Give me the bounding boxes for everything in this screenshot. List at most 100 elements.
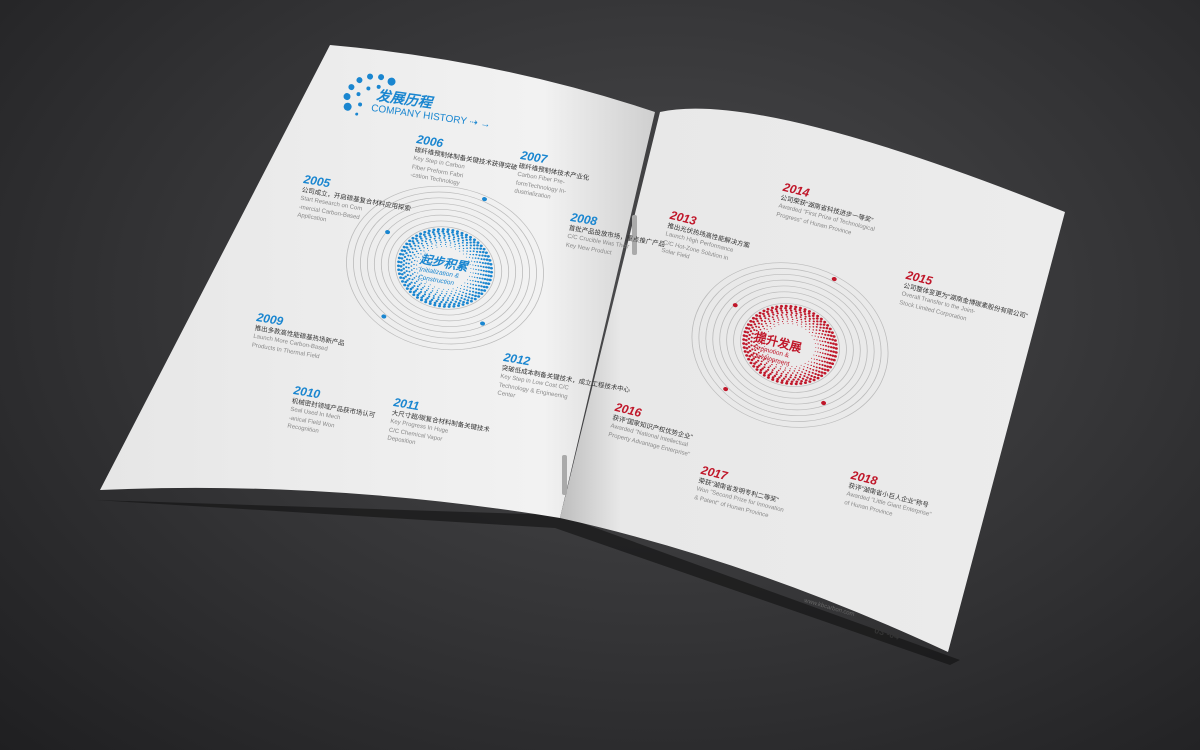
halftone-dot: [772, 313, 775, 316]
halftone-dot: [425, 289, 428, 292]
halftone-dot: [419, 290, 423, 293]
halftone-dot: [753, 323, 757, 326]
halftone-dot: [454, 243, 456, 245]
halftone-dot: [742, 334, 746, 337]
halftone-dot: [747, 337, 751, 340]
halftone-dot: [461, 294, 464, 297]
halftone-dot: [475, 253, 478, 256]
halftone-dot: [416, 272, 419, 274]
halftone-dot: [782, 364, 784, 366]
halftone-dot: [789, 376, 792, 379]
halftone-dot: [795, 317, 798, 319]
halftone-dot: [787, 372, 789, 374]
halftone-dot: [821, 340, 824, 343]
halftone-dot: [831, 362, 835, 365]
halftone-dot: [828, 365, 832, 369]
halftone-dot: [413, 253, 416, 256]
halftone-dot: [811, 314, 815, 317]
halftone-dot: [776, 312, 779, 315]
halftone-dot: [410, 281, 413, 284]
halftone-dot: [426, 297, 429, 300]
halftone-dot: [466, 253, 468, 255]
halftone-dot: [474, 284, 477, 287]
halftone-dot: [430, 245, 433, 247]
halftone-dot: [814, 335, 816, 337]
left-ring-graphic: [346, 185, 544, 351]
halftone-dot: [801, 321, 803, 323]
halftone-dot: [459, 288, 462, 290]
halftone-dot: [782, 371, 785, 373]
halftone-dot: [769, 372, 772, 375]
halftone-dot: [469, 241, 472, 244]
halftone-dot: [824, 352, 827, 355]
halftone-dot: [824, 348, 828, 351]
halftone-dot: [408, 277, 411, 280]
halftone-dot: [785, 311, 789, 314]
halftone-dot: [438, 288, 440, 289]
halftone-dot: [794, 376, 797, 379]
halftone-dot: [799, 382, 803, 385]
halftone-dot: [471, 294, 474, 297]
halftone-dot: [746, 323, 750, 326]
halftone-dot: [450, 292, 452, 295]
halftone-dot: [418, 235, 422, 238]
halftone-dot: [463, 298, 466, 301]
halftone-dot: [770, 309, 774, 312]
halftone-dot: [483, 258, 486, 261]
halftone-dot: [821, 333, 824, 335]
halftone-dot: [443, 303, 447, 306]
halftone-dot: [762, 325, 764, 328]
halftone-dot: [795, 312, 798, 315]
halftone-dot: [412, 293, 416, 297]
halftone-dot: [761, 367, 764, 370]
halftone-dot: [785, 373, 788, 376]
halftone-dot: [816, 323, 819, 326]
halftone-dot: [455, 248, 457, 250]
halftone-dot: [773, 323, 775, 325]
halftone-dot: [760, 319, 763, 322]
halftone-dot: [443, 234, 446, 237]
halftone-dot: [788, 370, 791, 372]
halftone-dot: [757, 359, 760, 362]
halftone-dot: [771, 369, 774, 371]
halftone-dot: [817, 373, 820, 377]
halftone-dot: [773, 320, 776, 323]
halftone-dot: [763, 342, 765, 344]
ring-marker-dot: [723, 387, 729, 392]
halftone-dot: [777, 322, 779, 324]
halftone-dot: [775, 310, 779, 313]
halftone-dot: [798, 369, 800, 372]
halftone-dot: [405, 287, 409, 290]
halftone-dot: [805, 369, 808, 372]
halftone-dot: [764, 317, 767, 320]
halftone-dot: [469, 244, 472, 247]
halftone-dot: [750, 353, 753, 356]
halftone-dot: [467, 296, 471, 299]
halftone-dot: [413, 260, 416, 262]
halftone-dot: [812, 378, 816, 382]
halftone-dot: [759, 355, 762, 358]
halftone-dot: [815, 355, 818, 357]
halftone-dot: [402, 245, 406, 249]
halftone-dot: [812, 326, 815, 328]
halftone-dot: [432, 233, 436, 236]
halftone-dot: [758, 314, 762, 318]
halftone-dot: [808, 371, 811, 373]
halftone-dot: [826, 353, 829, 356]
halftone-dot: [747, 327, 751, 330]
halftone-dot: [814, 372, 817, 376]
halftone-dot: [833, 355, 837, 358]
ring: [346, 185, 544, 351]
halftone-dot: [748, 355, 752, 358]
halftone-dot: [408, 239, 412, 243]
halftone-dot: [809, 377, 812, 381]
halftone-dot: [756, 320, 759, 323]
halftone-dot: [819, 317, 823, 321]
halftone-dot: [418, 256, 420, 258]
halftone-dot: [428, 293, 431, 296]
halftone-dot: [827, 349, 830, 352]
halftone-dot: [776, 314, 779, 317]
halftone-dot: [411, 257, 414, 260]
halftone-dot: [750, 344, 753, 347]
halftone-dot: [414, 244, 417, 247]
